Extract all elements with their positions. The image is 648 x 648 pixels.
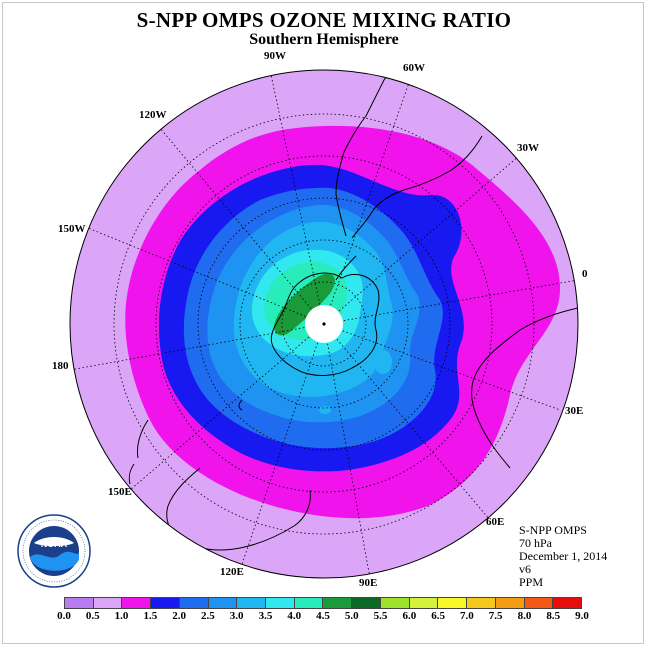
south-america-coastline	[335, 70, 483, 239]
colorbar-tick-label: 2.0	[172, 610, 186, 622]
colorbar-tick-label: 0.5	[85, 610, 100, 622]
colorbar-swatch	[523, 598, 553, 608]
colorbar-swatch	[65, 598, 93, 608]
graticule-meridians	[70, 70, 578, 578]
map-title: S-NPP OMPS OZONE MIXING RATIO	[136, 8, 512, 32]
coastlines	[128, 70, 578, 551]
info-instrument: S-NPP OMPS	[519, 523, 587, 537]
colorbar-tick-label: 7.0	[460, 610, 474, 622]
colorbar-tick-label: 4.5	[316, 610, 330, 622]
colorbar-swatch	[293, 598, 323, 608]
info-date: December 1, 2014	[519, 549, 608, 563]
lon-label-120w: 120W	[139, 109, 167, 121]
lon-label-150e: 150E	[108, 486, 132, 498]
lon-label-30e: 30E	[565, 405, 584, 417]
info-block: S-NPP OMPS 70 hPa December 1, 2014 v6 PP…	[519, 524, 607, 589]
colorbar-tick-label: 0.0	[57, 610, 71, 622]
colorbar-tick-label: 6.5	[431, 610, 445, 622]
graticule-parallels	[113, 113, 535, 535]
colorbar-swatch	[150, 598, 179, 608]
colorbar-swatch	[178, 598, 208, 608]
colorbar-swatch	[265, 598, 294, 608]
contour-4-5	[274, 273, 335, 336]
colorbar-tick-label: 6.0	[402, 610, 417, 622]
pole-marker	[322, 322, 326, 326]
colorbar-swatch	[322, 598, 352, 608]
lon-label-120e: 120E	[220, 566, 244, 578]
colorbar-swatch	[408, 598, 438, 608]
colorbar-swatch	[494, 598, 524, 608]
colorbar-tick-label: 1.5	[143, 610, 158, 622]
africa-coastline	[471, 307, 578, 469]
colorbar-tick-label: 9.0	[575, 610, 589, 622]
lon-label-60e: 60E	[486, 516, 505, 528]
colorbar-swatch	[207, 598, 237, 608]
antarctic-peninsula-coastline	[335, 255, 357, 281]
colorbar-tick-label: 5.5	[373, 610, 388, 622]
colorbar-tick-label: 5.0	[344, 610, 359, 622]
colorbar-tick-label: 1.0	[114, 610, 129, 622]
lon-label-0: 0	[582, 268, 588, 280]
antarctica-coastline	[270, 272, 380, 376]
colorbar-swatch	[552, 598, 581, 608]
contour-patch-1	[374, 350, 392, 374]
map-subtitle: Southern Hemisphere	[249, 31, 399, 48]
map-border	[69, 69, 579, 579]
colorbar-swatch	[379, 598, 409, 608]
noaa-logo: NOAA	[17, 514, 91, 588]
lon-label-60w: 60W	[403, 62, 425, 74]
colorbar-swatch	[92, 598, 122, 608]
colorbar-swatch	[437, 598, 467, 608]
info-level: 70 hPa	[519, 536, 552, 550]
colorbar-swatch	[236, 598, 266, 608]
colorbar-tick-label: 7.5	[488, 610, 503, 622]
lon-label-30w: 30W	[517, 142, 539, 154]
colorbar-swatch	[351, 598, 380, 608]
colorbar-tick-label: 3.0	[229, 610, 244, 622]
island-coastline	[238, 399, 243, 411]
new-zealand-coastline	[128, 419, 149, 485]
colorbar-tick-label: 2.5	[201, 610, 215, 622]
colorbar-tick-label: 8.5	[546, 610, 561, 622]
lon-label-90w: 90W	[264, 50, 286, 62]
lon-label-180: 180	[52, 360, 69, 372]
info-version: v6	[519, 562, 531, 576]
colorbar	[64, 597, 582, 609]
colorbar-swatch	[121, 598, 151, 608]
contour-patch-2	[319, 406, 331, 414]
info-units: PPM	[519, 575, 544, 589]
svg-text:NOAA: NOAA	[41, 539, 68, 549]
colorbar-tick-label: 3.5	[258, 610, 273, 622]
colorbar-tick-label: 4.0	[287, 610, 302, 622]
colorbar-swatch	[466, 598, 495, 608]
colorbar-tick-label: 8.0	[517, 610, 532, 622]
australia-coastline	[166, 467, 311, 551]
lon-label-90e: 90E	[359, 577, 378, 589]
lon-label-150w: 150W	[58, 223, 86, 235]
